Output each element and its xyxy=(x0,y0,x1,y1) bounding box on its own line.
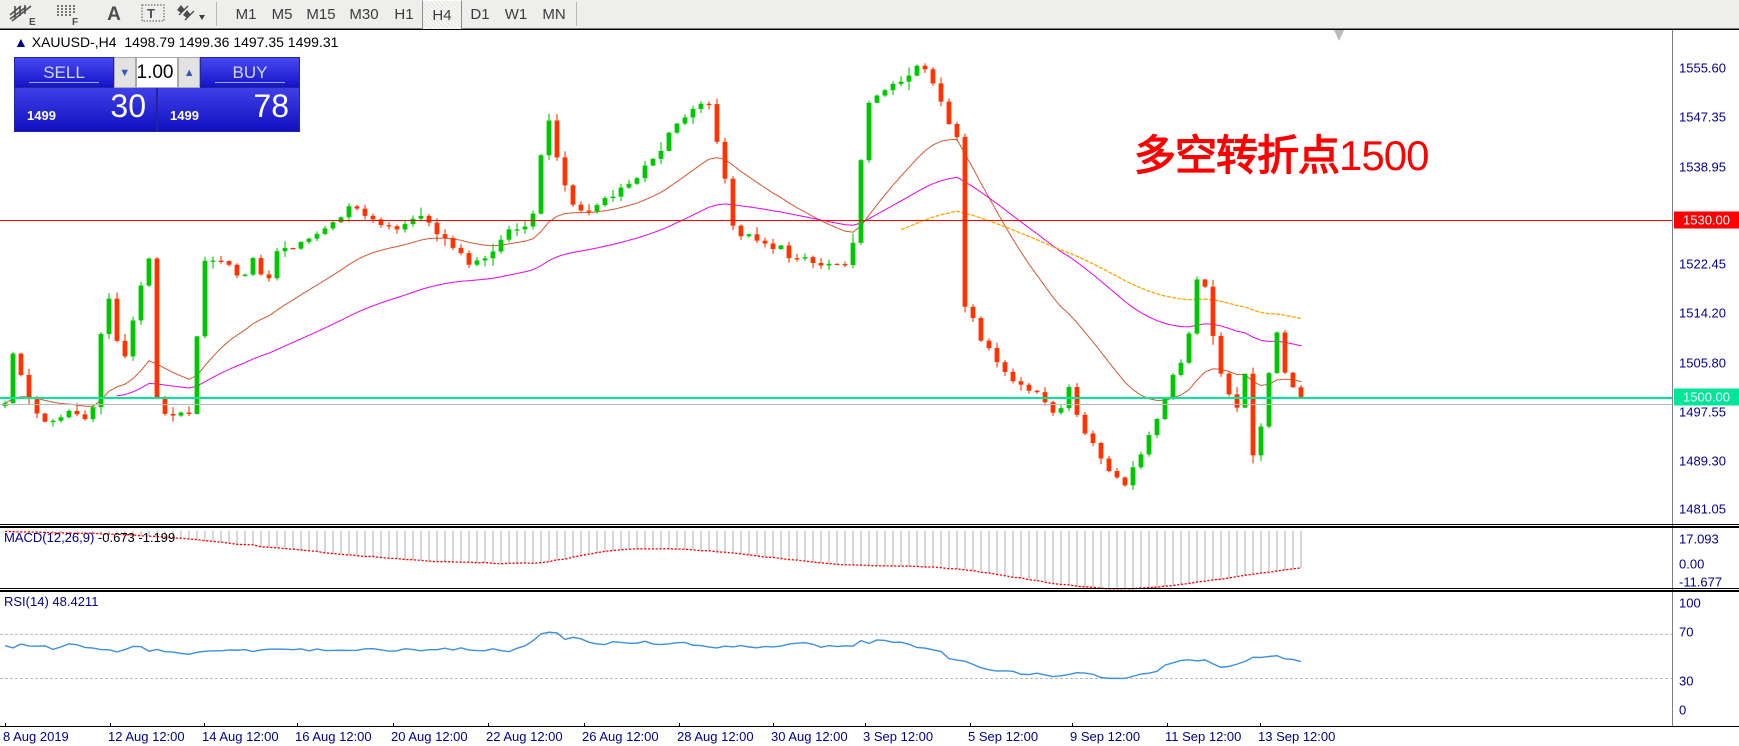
svg-text:T: T xyxy=(147,6,155,21)
svg-text:F: F xyxy=(72,17,78,26)
svg-text:E: E xyxy=(29,17,36,26)
